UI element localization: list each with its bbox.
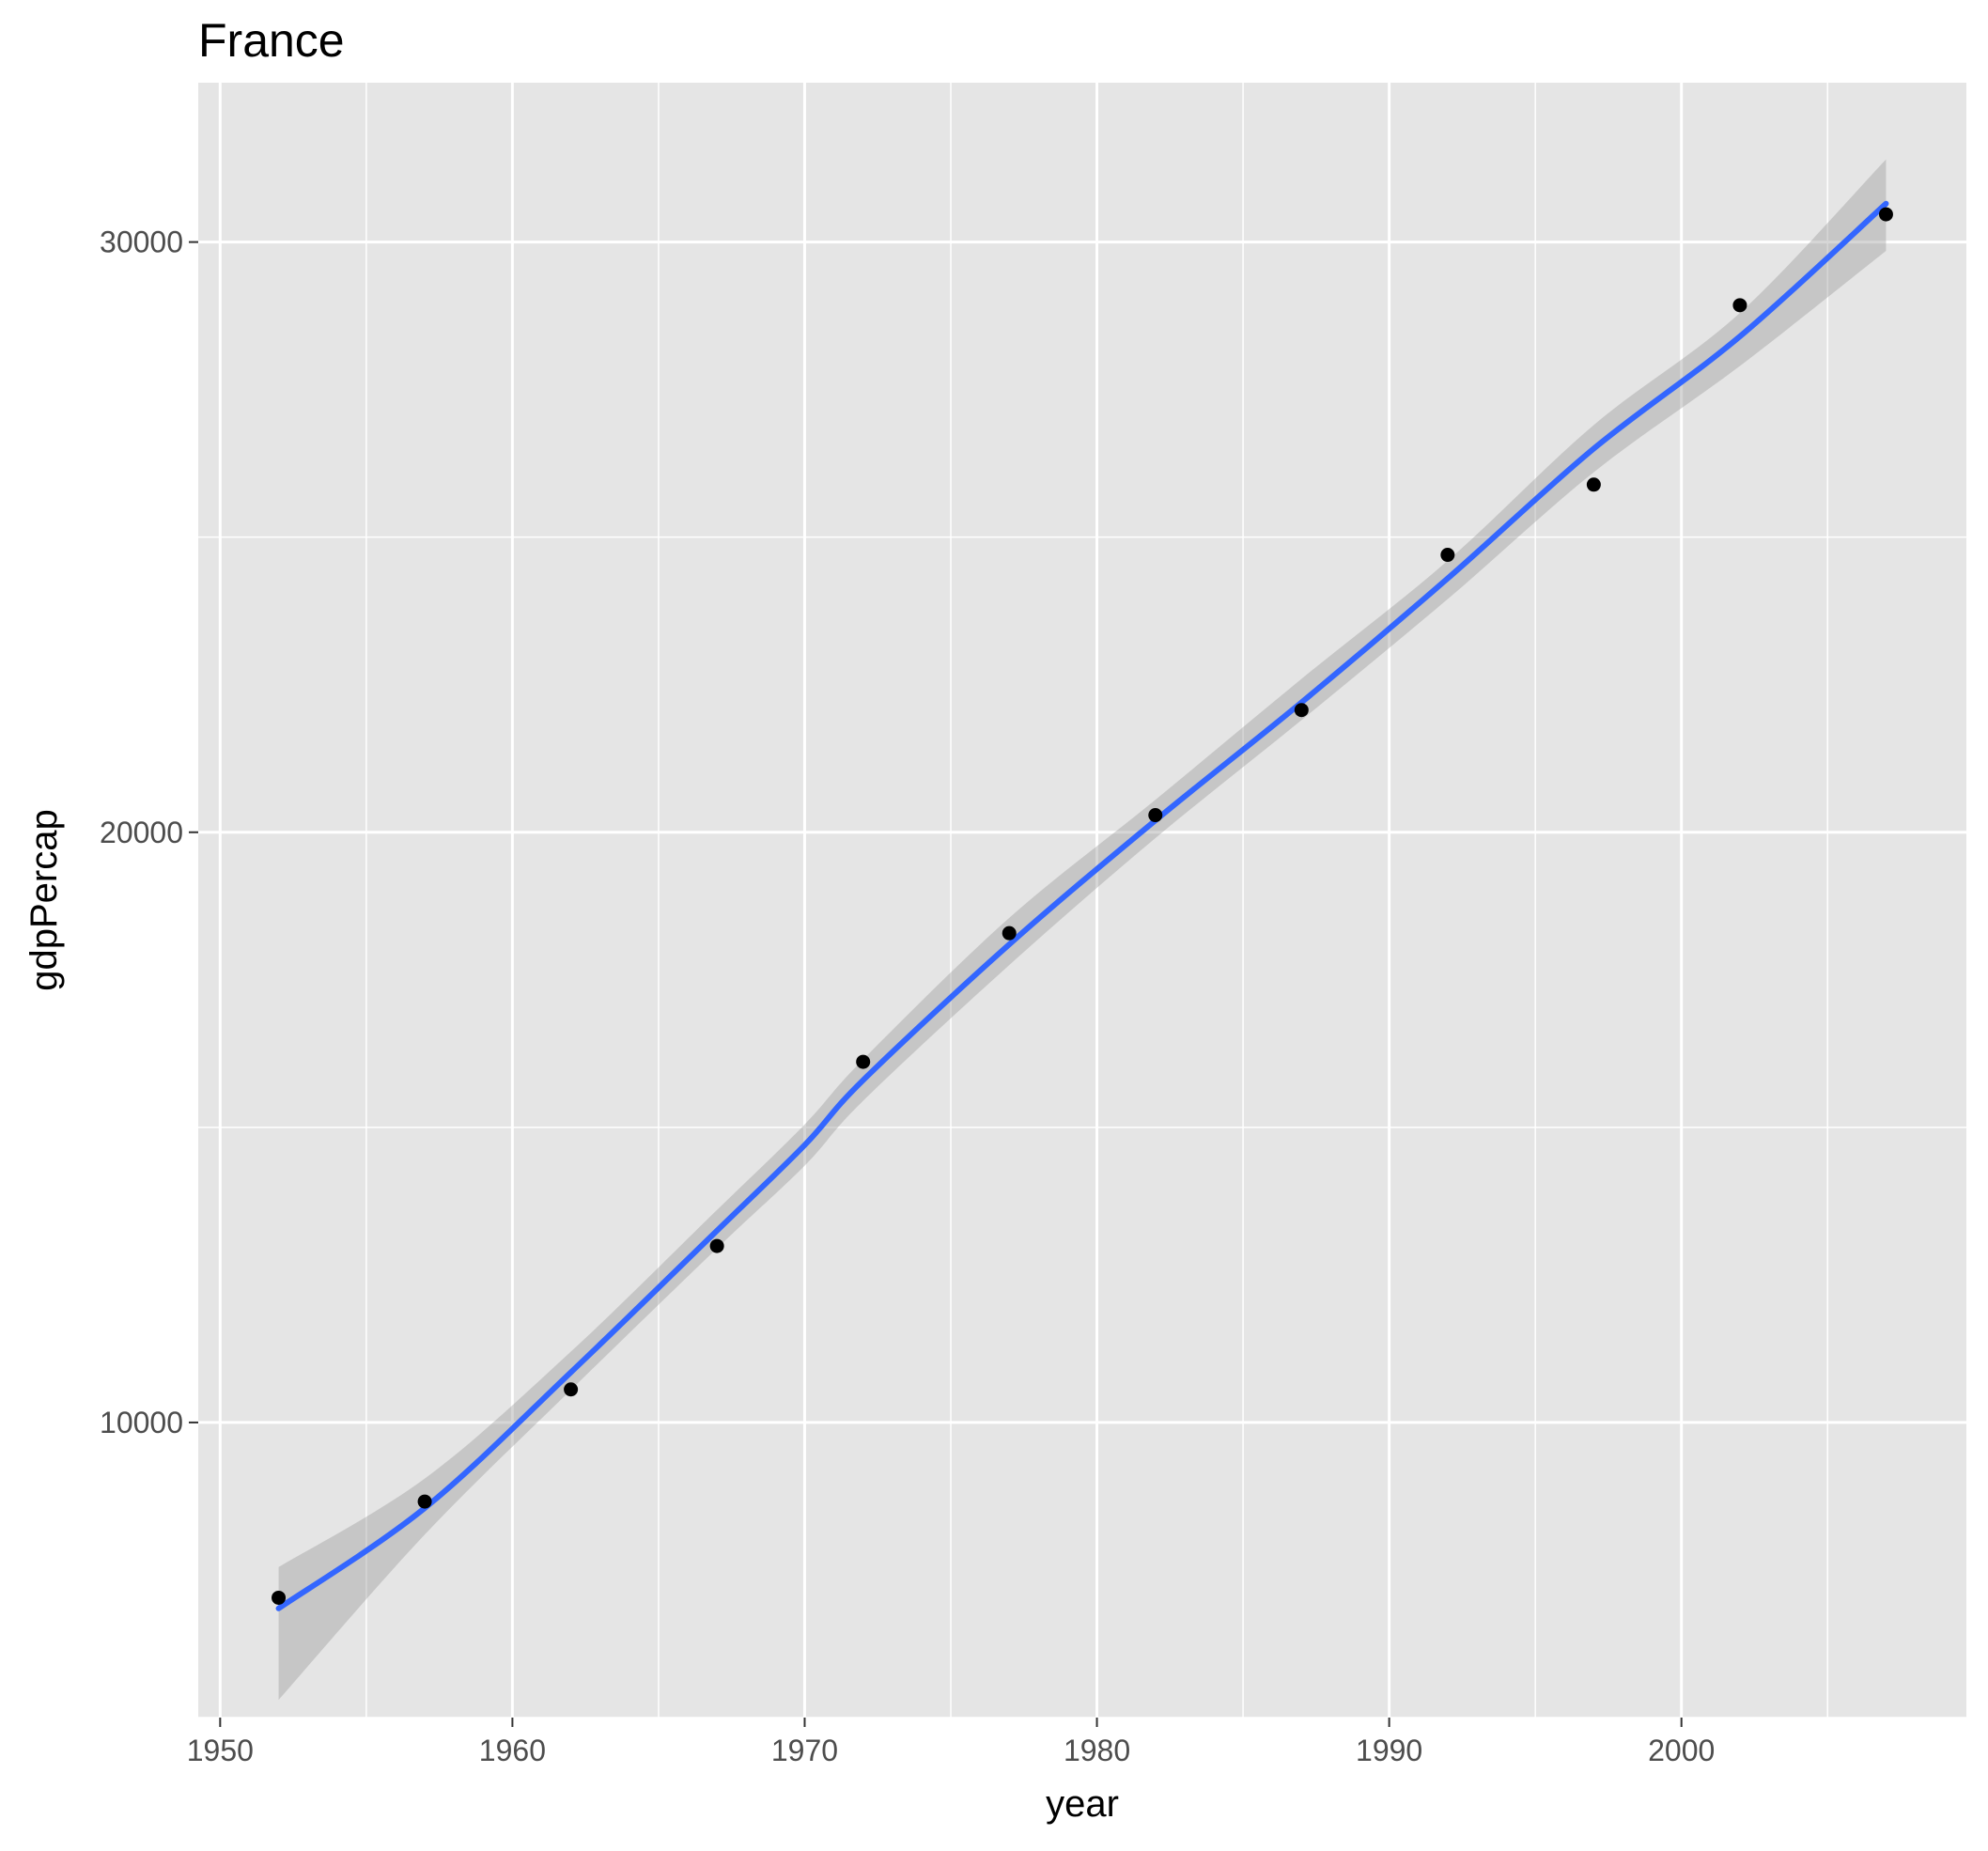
y-axis: 10000 20000 30000 xyxy=(100,226,198,1439)
x-axis-title: year xyxy=(1046,1783,1119,1825)
y-tick-label: 30000 xyxy=(100,226,183,259)
x-tick-label: 1970 xyxy=(771,1734,838,1767)
data-point xyxy=(1732,298,1747,313)
data-point xyxy=(417,1494,432,1509)
smooth-layer xyxy=(275,159,1889,1701)
x-tick-label: 2000 xyxy=(1648,1734,1715,1767)
x-axis: 1950 1960 1970 1980 1990 2000 xyxy=(187,1718,1715,1767)
points-layer xyxy=(272,207,1893,1605)
data-point xyxy=(1294,703,1309,718)
y-tick-label: 10000 xyxy=(100,1406,183,1439)
data-point xyxy=(1148,808,1163,823)
x-tick-label: 1950 xyxy=(187,1734,254,1767)
data-point xyxy=(1002,926,1017,941)
grid-minor xyxy=(198,83,1966,1719)
data-point xyxy=(1586,477,1601,492)
x-tick-label: 1980 xyxy=(1064,1734,1130,1767)
data-point xyxy=(272,1590,287,1605)
grid-major xyxy=(198,83,1966,1718)
x-tick-label: 1990 xyxy=(1356,1734,1422,1767)
data-point xyxy=(1878,207,1893,222)
x-tick-label: 1960 xyxy=(479,1734,546,1767)
data-point xyxy=(564,1382,579,1397)
data-point xyxy=(856,1054,871,1069)
y-axis-title: gdpPercap xyxy=(23,809,65,990)
data-point xyxy=(1440,548,1455,563)
y-tick-label: 20000 xyxy=(100,816,183,849)
data-point xyxy=(709,1238,724,1253)
chart-title: France xyxy=(198,14,345,67)
smooth-line xyxy=(275,200,1889,1611)
